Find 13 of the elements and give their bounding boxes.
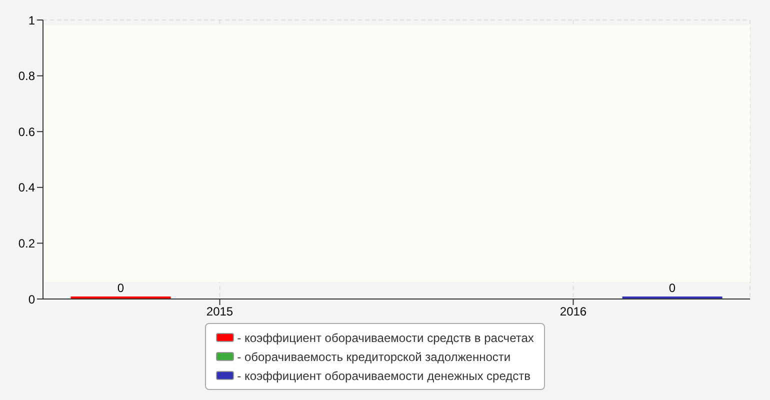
data-label: 0	[668, 281, 676, 295]
legend-label: - оборачиваемость кредиторской задолженности	[237, 350, 511, 364]
y-tick-label: 1	[28, 13, 36, 28]
x-tick-label: 2015	[206, 304, 234, 319]
data-label: 0	[117, 281, 124, 295]
x-tick-label: 2016	[560, 304, 587, 319]
y-tick-label: 0.6	[18, 124, 36, 139]
legend-label: - коэффициент оборачиваемости средств в расчетах	[237, 330, 534, 344]
y-tick-label: 0.4	[18, 180, 36, 195]
y-tick-label: 0.8	[18, 69, 36, 84]
y-tick-label: 0	[28, 292, 36, 306]
y-tick-label: 0.2	[18, 236, 36, 250]
legend-label: - коэффициент оборачиваемости денежных средств	[237, 368, 531, 382]
